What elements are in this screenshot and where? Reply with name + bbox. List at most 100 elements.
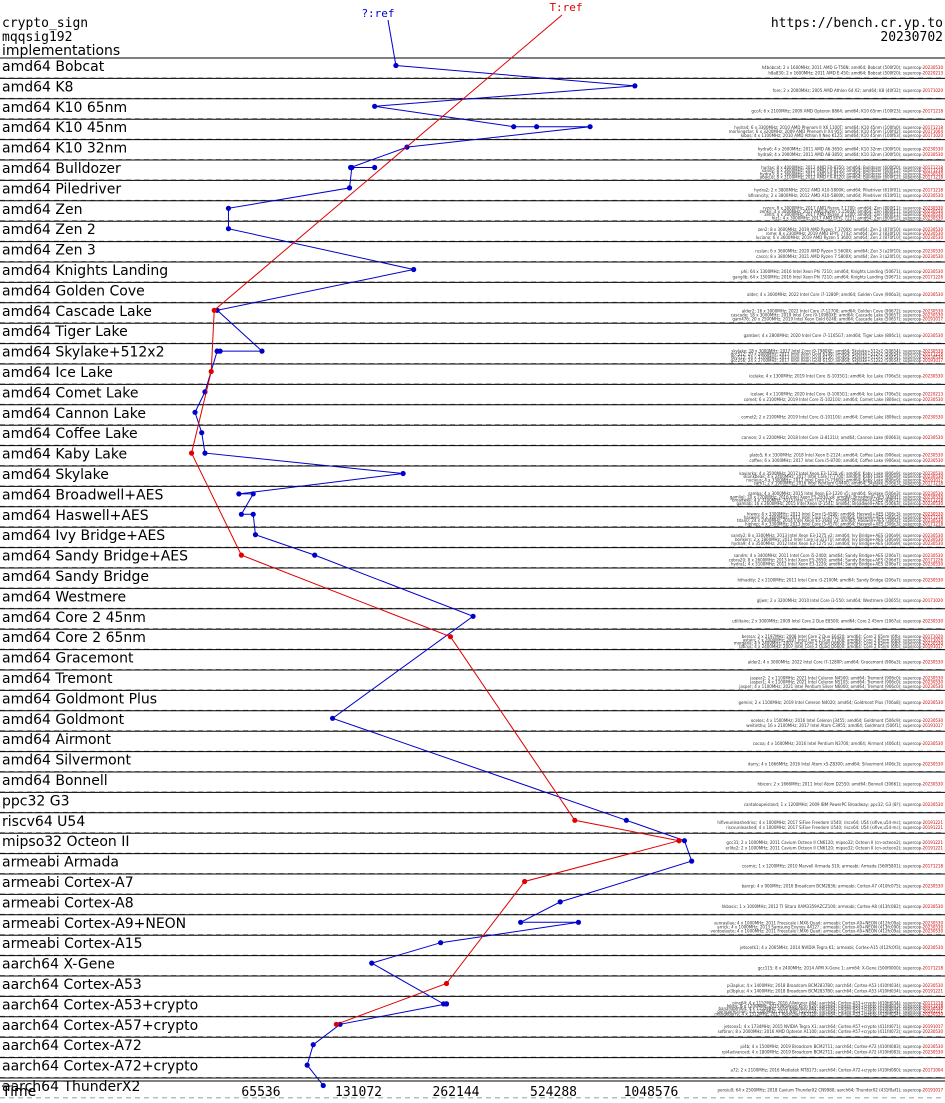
machine-note: hifiveunleashedrisc; 4 x 1000MHz; 2017 S…	[717, 820, 943, 825]
machine-note-date: 20230530	[923, 684, 944, 689]
machine-note: h8a830; 2 x 1600MHz; 2011 AMD E-450; amd…	[768, 70, 943, 75]
machine-note-date: 20230530	[923, 983, 944, 988]
machine-note-date: 20230530	[923, 231, 944, 236]
machine-note-date: 20230530	[923, 453, 944, 458]
data-point-blue	[199, 430, 205, 436]
machine-note: softiron; 8 x 2000MHz; 2016 AMD Opteron …	[718, 1029, 944, 1034]
machine-note: gcc31; 2 x 1000MHz; 2011 Cavium Octeon I…	[726, 840, 943, 845]
impl-label: amd64 Tiger Lake	[2, 324, 128, 340]
machine-note-date: 20171004	[923, 129, 944, 134]
series-tag-red: T:ref	[549, 1, 582, 14]
machine-note: jasper2; 2 x 1100MHz; 2021 Intel Celeron…	[749, 676, 943, 681]
machine-note-text: jetsonx1; 4 x 1734MHz; 2015 NVIDIA Tegra…	[723, 1024, 923, 1029]
machine-note-text: sam1; 2 x 1900MHz; 2016 Intel Pentium G4…	[754, 481, 923, 486]
machine-note: cascade; 18 x 3000MHz; 2019 Intel Core i…	[731, 313, 944, 318]
machine-note: alder; 4 x 3000MHz; 2022 Intel Core i7-1…	[747, 292, 943, 297]
machine-note-text: zenky; 4 x 3000MHz; 2017 AMD Ryzen 5 150…	[760, 209, 924, 214]
machine-note-text: comet2; 2 x 2100MHz; 2019 Intel Core i3-…	[741, 415, 923, 420]
machine-note-text: h8a830; 2 x 1600MHz; 2011 AMD E-450; amd…	[768, 70, 923, 75]
data-point-blue	[438, 940, 444, 946]
machine-note-text: sandy2; 8 x 3300MHz; 2013 Intel Xeon E3-…	[731, 533, 923, 538]
machine-note: phi; 64 x 1300MHz; 2016 Intel Xeon Phi 7…	[741, 269, 943, 274]
machine-note: cocoa; 4 x 1600MHz; 2016 Intel Pentium N…	[753, 741, 944, 746]
machine-note: jetsonx1; 4 x 1734MHz; 2015 NVIDIA Tegra…	[723, 1024, 943, 1029]
data-point-blue	[587, 124, 593, 130]
machine-note: hiz1; 4 x 3000MHz; 2017 AMD EPYC 7251; a…	[772, 215, 944, 220]
machine-note-text: cantaloupeisland; 1 x 1200MHz; 2009 IBM …	[744, 802, 923, 807]
machine-note: coffee; 6 x 3000MHz; 2017 Intel Core i5-…	[749, 458, 943, 463]
machine-note-text: alder2; 4 x 3000MHz; 2022 Intel Core i7-…	[748, 659, 924, 664]
data-point-red	[333, 1021, 339, 1027]
machine-note: gljwn; 2 x 3200MHz; 2010 Intel Core i3-5…	[757, 598, 944, 603]
source-url[interactable]: https://bench.cr.yp.to	[771, 16, 943, 31]
machine-note-text: softiron; 8 x 2000MHz; 2016 AMD Opteron …	[718, 1029, 924, 1034]
data-point-red	[443, 980, 450, 987]
algorithm-name: mqqsig192	[2, 30, 72, 45]
machine-note-text: gamlab; 16 x 2600MHz; 2015 Intel Xeon D-…	[737, 501, 924, 506]
machine-note: bananapim64; 4 x 1152MHz; 2016 Allwinner…	[718, 1006, 943, 1011]
machine-note-date: 20230530	[923, 904, 944, 909]
machine-note-text: pi3bplus; 4 x 1400MHz; 2018 Broadcom BCM…	[727, 988, 923, 993]
x-tick-label: 262144	[433, 1085, 480, 1100]
machine-note-date: 20171004	[923, 1067, 944, 1072]
machine-note-date: 20230530	[923, 659, 944, 664]
machine-note-text: jasper2; 2 x 1100MHz; 2021 Intel Celeron…	[749, 676, 923, 681]
machine-note-date: 20230530	[923, 1050, 944, 1055]
data-point-blue	[623, 817, 629, 823]
machine-note-date: 20230530	[923, 518, 944, 523]
machine-note-text: samba; 4 x 3000MHz; 2015 Intel Xeon E3-1…	[748, 491, 923, 496]
machine-note: sandm; 4 x 3400MHz; 2011 Intel Core i5-2…	[734, 553, 944, 558]
data-point-blue	[310, 1042, 316, 1048]
impl-label: mipso32 Octeon II	[2, 834, 130, 850]
machine-note-text: gamliel; 20 x 2200MHz; 2016 Intel Xeon E…	[730, 494, 923, 499]
data-point-blue	[681, 838, 688, 844]
machine-note-date: 20230530	[923, 235, 944, 240]
series-tag-blue: ?:ref	[361, 7, 394, 20]
machine-note: ganglib; 64 x 1500MHz; 2016 Intel Xeon P…	[733, 274, 944, 279]
machine-note: alder2; 16 x 3000MHz; 2022 Intel Core i7…	[742, 308, 944, 313]
machine-note-date: 20230530	[923, 348, 944, 353]
machine-note-text: fore; 2 x 2000MHz; 2005 AMD Athlon 64 X2…	[773, 88, 923, 93]
machine-note-date: 20230530	[923, 884, 944, 889]
data-point-blue	[238, 511, 244, 517]
impl-label: armeabi Cortex-A7	[2, 875, 134, 891]
machine-note-date: 20230530	[923, 254, 944, 259]
machine-note: a72; 2 x 2100MHz; 2016 Mediatek MT8173; …	[730, 1067, 943, 1072]
machine-note-date: 20230530	[923, 761, 944, 766]
machine-note-text: coffee; 6 x 3000MHz; 2017 Intel Core i5-…	[749, 458, 923, 463]
machine-note-date: 20171218	[923, 965, 944, 970]
machine-note-text: hydra6; 4 x 2600MHz; 2011 AMD A6-3650; a…	[758, 147, 924, 152]
machine-note: hiphop; 4 x 3300MHz; 2013 Intel Core i5-…	[745, 521, 943, 526]
impl-label: amd64 Westmere	[2, 589, 126, 605]
impl-label: amd64 Silvermont	[2, 753, 132, 769]
impl-label: amd64 Bobcat	[2, 59, 105, 75]
machine-note-text: erlite2; 2 x 1000MHz; 2011 Cavium Octeon…	[726, 846, 924, 851]
machine-note-text: skylake; 18 x 3000MHz; 2017 Intel Core i…	[731, 348, 923, 353]
machine-note: rome; 8 x 2300MHz; 2019 AMD EPYC 7742; a…	[766, 231, 944, 236]
impl-label: amd64 Broadwell+AES	[2, 487, 163, 503]
machine-note: h4bobcat; 2 x 1600MHz; 2011 AMD G-T56N; …	[762, 65, 944, 70]
machine-note-text: hikey; 8 x 1200MHz; 2015 HiSilicon Kirin…	[727, 1003, 924, 1008]
impl-label: aarch64 Cortex-A57+crypto	[2, 1018, 198, 1034]
machine-note: rpi4advanced; 4 x 1800MHz; 2019 Broadcom…	[722, 1050, 944, 1055]
machine-note-text: ganglib; 64 x 1500MHz; 2016 Intel Xeon P…	[733, 274, 924, 279]
machine-note-date: 20171218	[923, 521, 944, 526]
data-point-blue	[557, 899, 563, 905]
x-tick-label: 131072	[335, 1085, 382, 1100]
data-point-blue	[225, 205, 232, 211]
data-point-blue	[511, 124, 517, 130]
impl-label: amd64 Skylake	[2, 467, 109, 483]
machine-note-text: astain; 2 x 2000MHz; 2007 Intel Core 2 D…	[743, 637, 923, 642]
machine-note-date: 20230530	[923, 718, 944, 723]
data-point-red	[208, 368, 214, 375]
impl-label: armeabi Cortex-A9+NEON	[2, 916, 186, 932]
machine-note: cobra20; 8 x 2600MHz; 2013 Intel Xeon E5…	[729, 557, 944, 562]
machine-note-date: 20171218	[923, 498, 944, 503]
machine-note-date: 20230530	[923, 397, 944, 402]
series-leader-red	[213, 14, 563, 311]
machine-note-text: nucleus; 4 x 3300MHz; 2017 Intel Core i5…	[746, 477, 923, 482]
impl-label: amd64 Coffee Lake	[2, 426, 138, 442]
machine-note-text: haswell; 8 x 3400MHz; 2013 Intel Core i7…	[744, 515, 923, 520]
machine-note: sam1; 2 x 1900MHz; 2016 Intel Pentium G4…	[754, 481, 944, 486]
machine-note: plato5; 6 x 3300MHz; 2018 Intel Xeon E-2…	[749, 453, 943, 458]
